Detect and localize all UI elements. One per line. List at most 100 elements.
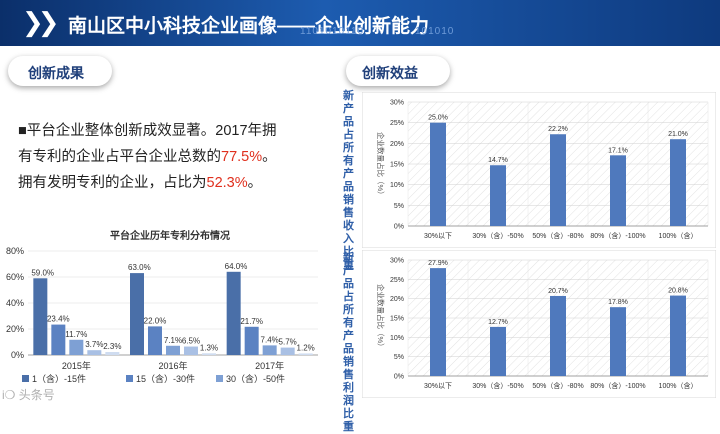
data-label: 23.4%: [47, 315, 70, 324]
y-tick-label: 15%: [390, 162, 404, 169]
bullet-paragraph: ■平台企业整体创新成效显著。2017年拥有专利的企业占平台企业总数的77.5%。…: [18, 118, 280, 196]
data-label: 59.0%: [31, 268, 54, 277]
y-tick-label: 10%: [390, 335, 404, 342]
bar: [105, 352, 120, 355]
x-tick-label: 100%（含）: [659, 381, 698, 390]
y-tick-label: 20%: [390, 296, 404, 303]
data-label: 27.9%: [428, 260, 448, 267]
x-tick-label: 30%以下: [424, 232, 452, 240]
y-tick-label: 10%: [390, 182, 404, 189]
patent-distribution-chart: 平台企业历年专利分布情况 0% 20% 40% 60% 80% 59.0% 23.4% 11.…: [6, 229, 318, 384]
plot-area: 0% 20% 40% 60% 80% 59.0% 23.4% 11.7%3.7% 2.3% 201…: [6, 246, 318, 384]
section-title-innovation-results: 创新成果: [28, 65, 84, 81]
legend-label: 1（含）-15件: [32, 373, 86, 384]
page-title: 南山区中小科技企业画像——企业创新能力: [68, 16, 430, 37]
y-tick-label: 30%: [390, 100, 404, 107]
bar: [166, 345, 180, 355]
bar: [670, 295, 686, 376]
x-tick-label: 2016年: [158, 360, 187, 371]
data-label: 21.0%: [668, 131, 688, 138]
legend-swatch: [126, 375, 133, 382]
bar: [490, 326, 506, 376]
bar: [430, 122, 446, 226]
bar: [280, 347, 295, 355]
bullet-text-part3: 。: [247, 175, 263, 191]
data-label: 1.2%: [297, 343, 315, 352]
bar: [184, 346, 198, 355]
data-label: 63.0%: [128, 263, 151, 272]
data-label: 5.7%: [279, 338, 297, 347]
data-label: 7.4%: [261, 335, 279, 344]
x-tick-label: 80%（含）-100%: [590, 381, 645, 390]
y-tick-label: 25%: [390, 120, 404, 127]
invention-patent-share-value: 52.3%: [206, 175, 248, 191]
bar: [670, 139, 686, 226]
y-tick-label: 25%: [390, 277, 404, 284]
data-label: 22.0%: [144, 316, 167, 325]
bar: [490, 165, 506, 226]
data-label: 17.8%: [608, 299, 628, 306]
chevron-right-icon: ❯❯: [22, 7, 59, 37]
header-bar: ❯❯ 南山区中小科技企业画像——企业创新能力 1101010110 101010: [0, 0, 720, 46]
bullet-text-part1: 平台企业整体创新成效显著。2017年拥有专利的企业占平台企业总数的: [18, 123, 277, 165]
data-label: 11.7%: [65, 330, 87, 339]
data-label: 64.0%: [225, 262, 248, 271]
legend-swatch: [216, 375, 223, 382]
x-tick-label: 30%（含）-50%: [472, 231, 523, 240]
watermark: i❍ 头条号: [2, 388, 55, 402]
y-tick-label: 0%: [11, 350, 24, 360]
data-label: 2.3%: [103, 342, 121, 351]
y-tick-label: 15%: [390, 316, 404, 323]
data-label: 3.7%: [85, 340, 103, 349]
binary-decoration: 1101010110: [300, 26, 365, 37]
y-tick-label: 5%: [394, 354, 404, 361]
bar: [226, 271, 241, 355]
section-title-pill: 创新成果: [8, 56, 112, 86]
bar: [148, 326, 162, 355]
patent-share-value: 77.5%: [221, 149, 263, 165]
bar: [298, 353, 313, 355]
y-tick-label: 40%: [6, 298, 24, 308]
data-label: 6.5%: [182, 337, 200, 346]
side-label-profit: 新产品占所有产品销售利润比重: [343, 252, 354, 433]
section-title-pill: 创新效益: [346, 56, 450, 86]
y-tick-label: 60%: [6, 272, 24, 282]
bar: [610, 307, 626, 376]
bar: [262, 345, 277, 355]
bar: [550, 134, 566, 226]
bullet-marker: ■: [18, 123, 27, 139]
bar: [550, 295, 566, 376]
data-label: 22.2%: [548, 126, 568, 133]
legend-label: 30（含）-50件: [226, 373, 285, 384]
y-tick-label: 80%: [6, 246, 24, 256]
data-label: 1.3%: [200, 343, 218, 352]
revenue-share-chart: 企业数量占比（%） 0% 5% 10% 15% 20% 25% 30% 25.0% 30%以下 1…: [362, 92, 716, 248]
x-tick-label: 2015年: [62, 360, 91, 371]
bar: [202, 353, 216, 355]
bar: [51, 324, 66, 355]
legend-swatch: [22, 375, 29, 382]
data-label: 20.8%: [668, 288, 688, 295]
profit-share-chart: 企业数量占比（%） 0% 5% 10% 15% 20% 25% 30% 27.9% 30%以下 1…: [362, 250, 716, 398]
chart-title: 平台企业历年专利分布情况: [110, 229, 230, 242]
data-label: 25.0%: [428, 115, 448, 122]
y-tick-label: 20%: [390, 141, 404, 148]
bullet-text-part2: 。拥有发明专利的企业，占比为: [18, 149, 277, 191]
section-title-innovation-benefits: 创新效益: [362, 65, 418, 81]
y-axis-label: 企业数量占比（%）: [376, 132, 386, 199]
plot-area: 0% 5% 10% 15% 20% 25% 30% 25.0% 30%以下 14.7% 30%（含）…: [390, 100, 709, 240]
bar: [33, 278, 48, 355]
data-label: 20.7%: [548, 288, 568, 295]
binary-decoration: 101010: [415, 26, 455, 37]
bar: [130, 273, 144, 355]
x-tick-label: 30%（含）-50%: [472, 381, 523, 390]
data-label: 12.7%: [488, 319, 508, 326]
bar: [430, 268, 446, 376]
y-tick-label: 30%: [390, 258, 404, 265]
y-tick-label: 0%: [394, 224, 404, 231]
y-tick-label: 5%: [394, 203, 404, 210]
data-label: 14.7%: [488, 157, 508, 164]
x-tick-label: 2017年: [255, 360, 284, 371]
data-label: 7.1%: [164, 336, 182, 345]
x-tick-label: 80%（含）-100%: [590, 231, 645, 240]
